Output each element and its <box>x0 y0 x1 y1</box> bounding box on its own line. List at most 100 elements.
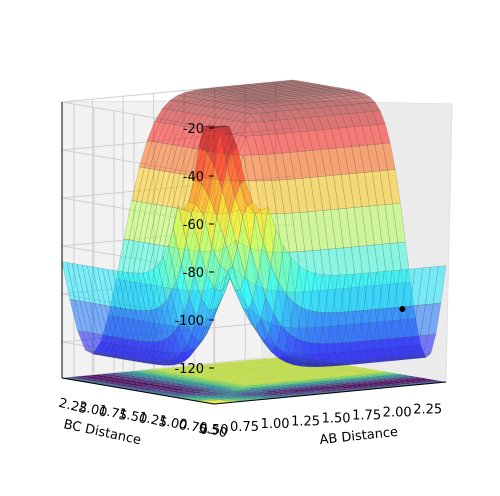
contour-cell <box>192 366 208 369</box>
contour-cell <box>180 369 196 371</box>
contour-cell <box>192 375 207 378</box>
contour-cell <box>301 382 316 385</box>
contour-cell <box>387 375 402 378</box>
contour-cell <box>346 368 362 371</box>
surface-mesh <box>61 79 447 368</box>
contour-cell <box>237 362 253 364</box>
contour-cell <box>91 377 107 380</box>
surface-cell <box>102 268 116 308</box>
surface-cell <box>317 97 333 102</box>
contour-cell <box>205 394 221 397</box>
contour-cell <box>354 386 369 389</box>
marked-point <box>399 306 406 313</box>
contour-cell <box>331 368 347 371</box>
contour-cell <box>281 371 296 374</box>
contour-cell <box>153 380 169 383</box>
contour-cell <box>285 391 301 394</box>
contour-cell <box>221 380 237 383</box>
surface-cell <box>386 269 400 309</box>
contour-cell <box>238 397 253 400</box>
contour-cell <box>200 388 215 391</box>
contour-cell <box>269 369 285 372</box>
contour-cell <box>188 386 204 389</box>
contour-cell <box>227 372 243 375</box>
contour-cell <box>239 374 255 377</box>
contour-cell <box>229 389 245 392</box>
contour-cell <box>258 358 274 361</box>
contour-cell <box>247 392 262 395</box>
contour-cell <box>262 392 277 395</box>
surface-cell <box>271 101 286 107</box>
contour-cell <box>224 383 239 386</box>
surface-cell <box>338 127 352 148</box>
contour-cell <box>321 388 337 391</box>
surface-cell <box>356 172 370 208</box>
surface-cell <box>273 152 288 181</box>
contour-cell <box>211 395 227 398</box>
contour-cell <box>242 377 258 379</box>
contour-cell <box>215 379 231 382</box>
contour-cell <box>195 364 211 367</box>
contour-cell <box>188 391 203 394</box>
contour-cell <box>331 373 346 376</box>
contour-cell <box>348 381 364 383</box>
contour-cell <box>70 376 86 379</box>
contour-cell <box>191 385 207 387</box>
contour-cell <box>156 374 172 377</box>
contour-cell <box>369 382 384 385</box>
contour-cell <box>176 389 192 392</box>
y-tick-labels: 0.500.751.001.251.501.752.002.25 <box>57 396 229 442</box>
contour-cell <box>358 370 373 373</box>
contour-cell <box>214 398 230 401</box>
contour-cell <box>233 378 249 380</box>
contour-cell <box>263 364 279 367</box>
contour-cell <box>220 390 236 392</box>
surface-cell <box>284 104 299 111</box>
contour-cell <box>274 380 290 383</box>
contour-cell <box>199 393 215 396</box>
contour-cell <box>171 379 186 382</box>
surface-cell <box>335 147 350 175</box>
contour-cell <box>283 379 299 382</box>
contour-cell <box>260 370 276 373</box>
contour-cell <box>327 389 342 392</box>
contour-cell <box>165 382 180 385</box>
contour-cell <box>345 378 361 381</box>
contour-cell <box>278 369 294 371</box>
contour-cell <box>183 367 199 369</box>
contour-cell <box>312 389 328 391</box>
contour-cell <box>357 375 373 378</box>
y-tick-label: 2.25 <box>57 396 89 418</box>
contour-cell <box>215 384 230 387</box>
contour-cell <box>264 359 279 362</box>
surface-cell <box>238 112 252 123</box>
contour-cell <box>286 387 301 389</box>
contour-cell <box>141 383 157 386</box>
contour-cell <box>272 372 287 375</box>
contour-cell <box>249 359 265 362</box>
contour-cell <box>204 363 220 366</box>
contour-cell <box>109 375 125 378</box>
contour-cell <box>340 372 355 375</box>
surface-cell <box>333 96 348 101</box>
surface-cell <box>267 95 281 98</box>
contour-cell <box>266 367 282 369</box>
contour-cell <box>170 388 186 391</box>
contour-cell <box>350 388 366 391</box>
contour-cell <box>235 394 250 397</box>
contour-cell <box>360 378 376 381</box>
contour-cell <box>280 376 296 379</box>
contour-cell <box>162 370 178 373</box>
contour-cell <box>231 365 246 368</box>
contour-cell <box>234 363 250 366</box>
contour-cell <box>355 368 370 370</box>
contour-cell <box>205 399 221 402</box>
contour-cell <box>186 370 202 372</box>
contour-cell <box>79 375 95 378</box>
contour-cell <box>381 374 397 377</box>
contour-cell <box>170 393 186 396</box>
contour-cell <box>237 366 252 369</box>
contour-cell <box>178 366 193 368</box>
contour-cell <box>144 381 160 384</box>
contour-cell <box>362 385 378 388</box>
